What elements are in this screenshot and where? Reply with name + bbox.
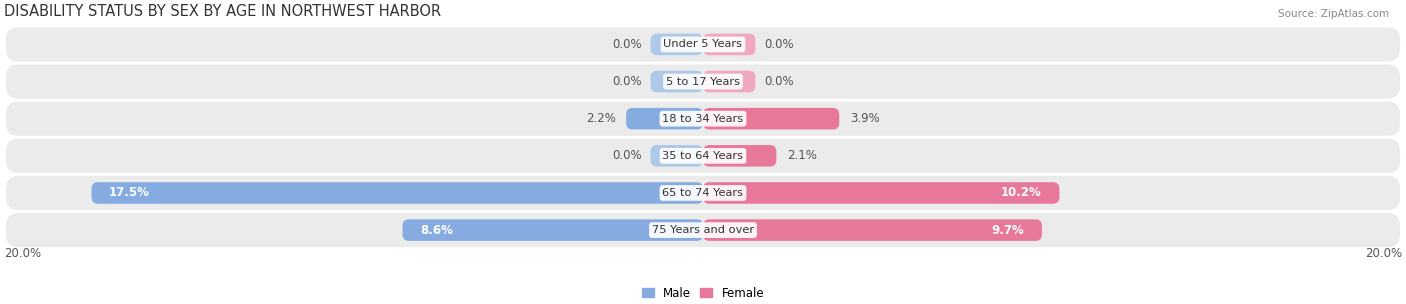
Text: 5 to 17 Years: 5 to 17 Years xyxy=(666,77,740,87)
FancyBboxPatch shape xyxy=(703,71,755,92)
Text: 0.0%: 0.0% xyxy=(612,38,643,51)
Text: Under 5 Years: Under 5 Years xyxy=(664,40,742,50)
Text: 75 Years and over: 75 Years and over xyxy=(652,225,754,235)
Text: DISABILITY STATUS BY SEX BY AGE IN NORTHWEST HARBOR: DISABILITY STATUS BY SEX BY AGE IN NORTH… xyxy=(4,4,441,19)
Text: 0.0%: 0.0% xyxy=(612,75,643,88)
FancyBboxPatch shape xyxy=(651,71,703,92)
Text: 0.0%: 0.0% xyxy=(763,75,794,88)
Text: 2.2%: 2.2% xyxy=(586,112,616,125)
Text: 8.6%: 8.6% xyxy=(420,224,453,237)
FancyBboxPatch shape xyxy=(91,182,703,204)
FancyBboxPatch shape xyxy=(651,34,703,55)
FancyBboxPatch shape xyxy=(703,219,1042,241)
Text: 65 to 74 Years: 65 to 74 Years xyxy=(662,188,744,198)
Text: 17.5%: 17.5% xyxy=(110,186,150,199)
FancyBboxPatch shape xyxy=(402,219,703,241)
Text: 3.9%: 3.9% xyxy=(849,112,880,125)
FancyBboxPatch shape xyxy=(651,145,703,167)
FancyBboxPatch shape xyxy=(626,108,703,130)
Text: 20.0%: 20.0% xyxy=(4,247,41,260)
Legend: Male, Female: Male, Female xyxy=(641,287,765,300)
FancyBboxPatch shape xyxy=(6,213,1400,247)
FancyBboxPatch shape xyxy=(703,145,776,167)
Text: 0.0%: 0.0% xyxy=(763,38,794,51)
FancyBboxPatch shape xyxy=(6,139,1400,173)
FancyBboxPatch shape xyxy=(703,108,839,130)
Text: 9.7%: 9.7% xyxy=(991,224,1025,237)
Text: 18 to 34 Years: 18 to 34 Years xyxy=(662,114,744,124)
Text: 0.0%: 0.0% xyxy=(612,149,643,162)
FancyBboxPatch shape xyxy=(6,64,1400,98)
FancyBboxPatch shape xyxy=(703,34,755,55)
Text: 2.1%: 2.1% xyxy=(787,149,817,162)
Text: 20.0%: 20.0% xyxy=(1365,247,1402,260)
Text: Source: ZipAtlas.com: Source: ZipAtlas.com xyxy=(1278,9,1389,19)
FancyBboxPatch shape xyxy=(6,176,1400,210)
FancyBboxPatch shape xyxy=(6,102,1400,136)
Text: 10.2%: 10.2% xyxy=(1001,186,1042,199)
Text: 35 to 64 Years: 35 to 64 Years xyxy=(662,151,744,161)
FancyBboxPatch shape xyxy=(6,27,1400,61)
FancyBboxPatch shape xyxy=(703,182,1059,204)
